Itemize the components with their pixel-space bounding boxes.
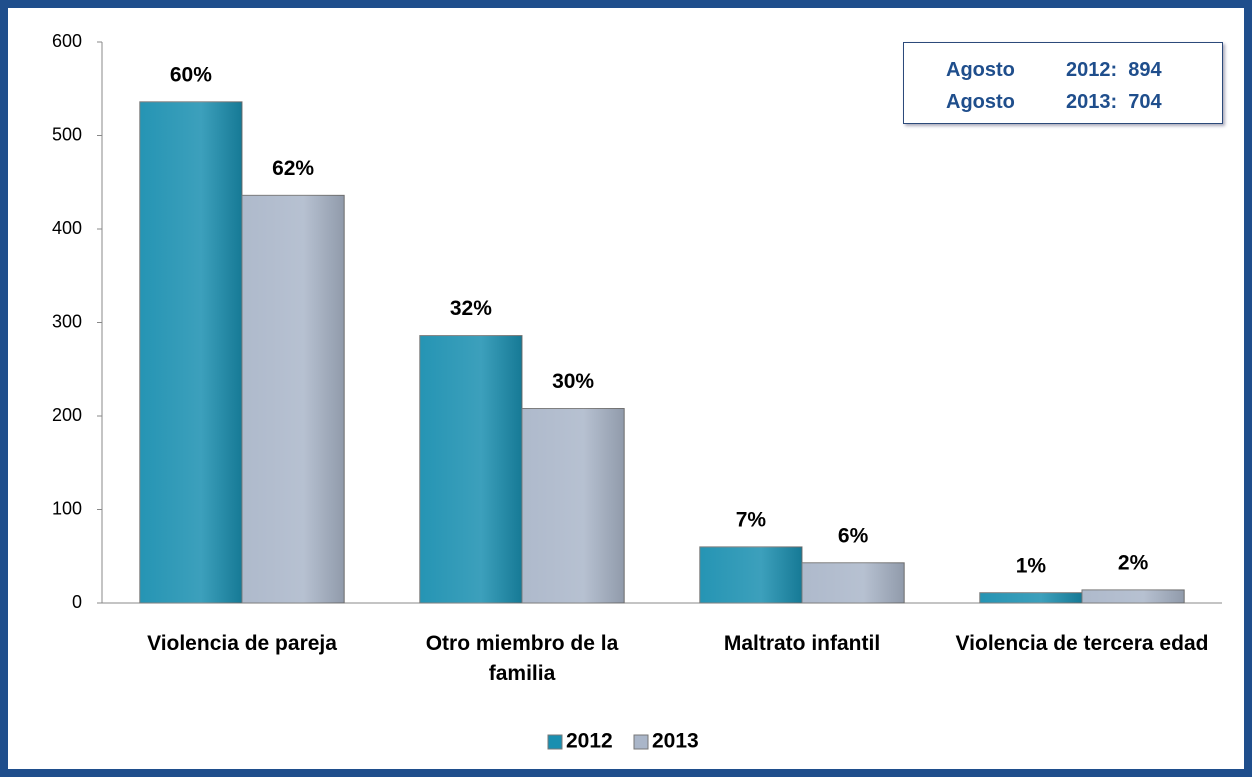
bar-annotation: 2% (1118, 551, 1149, 574)
info-label: Agosto (946, 91, 1015, 113)
bar-annotation: 7% (736, 508, 767, 531)
legend-label: 2012 (566, 730, 613, 753)
y-tick-label: 200 (52, 405, 82, 425)
legend-swatch (633, 734, 649, 750)
bar (1081, 589, 1185, 604)
x-tick-label: Otro miembro de la familia (425, 632, 619, 685)
y-tick-label: 500 (52, 124, 82, 144)
bar-annotation: 32% (450, 297, 492, 320)
x-tick-label: Violencia de tercera edad (955, 632, 1209, 655)
bar-annotation: 1% (1016, 554, 1047, 577)
y-tick-label: 0 (72, 592, 82, 612)
bar (521, 408, 625, 604)
y-tick-label: 600 (52, 31, 82, 51)
x-tick-label: Maltrato infantil (723, 632, 881, 655)
info-text: 2013: 704 (1066, 91, 1162, 113)
bar (241, 194, 345, 604)
y-tick-label: 100 (52, 498, 82, 518)
info-box: Agosto 2012: 894 Agosto 2013: 704 (903, 42, 1223, 124)
info-label: Agosto (946, 59, 1015, 81)
bar (139, 101, 243, 604)
bar (979, 592, 1083, 604)
bar (801, 562, 905, 604)
legend-swatch (547, 734, 563, 750)
x-tick-label: Violencia de pareja (147, 632, 337, 655)
bar (419, 335, 523, 604)
legend-label: 2013 (652, 730, 699, 753)
bar-annotation: 30% (552, 370, 594, 393)
y-tick-label: 300 (52, 311, 82, 331)
bar-annotation: 62% (272, 157, 314, 180)
info-text: 2012: 894 (1066, 59, 1162, 81)
bar (699, 546, 803, 604)
bar-annotation: 60% (170, 63, 212, 86)
y-tick-label: 400 (52, 218, 82, 238)
bar-annotation: 6% (838, 524, 869, 547)
